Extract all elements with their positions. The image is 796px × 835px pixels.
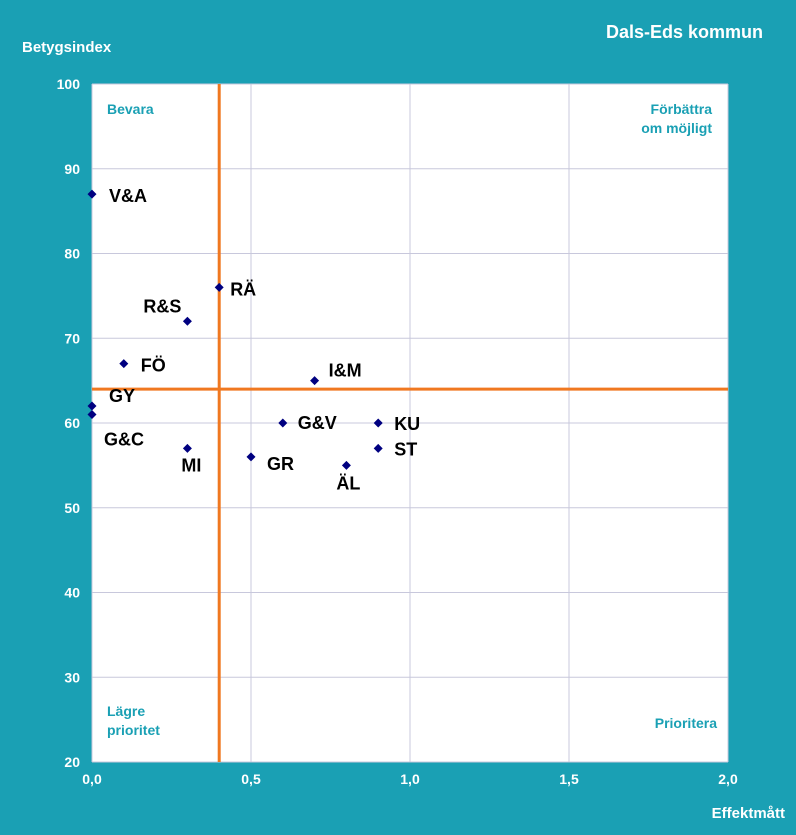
data-point-label: I&M bbox=[329, 361, 362, 381]
data-point bbox=[182, 316, 192, 326]
data-point bbox=[214, 282, 224, 292]
chart-title: Dals-Eds kommun bbox=[606, 22, 763, 42]
data-point-label: KU bbox=[394, 414, 420, 434]
data-point-label: G&C bbox=[104, 430, 144, 450]
x-tick-label: 0,5 bbox=[241, 771, 261, 787]
grid bbox=[91, 83, 729, 763]
axis-ticks: 20 30 40 50 60 70 80 90 100 0,0 0,5 1,0 1,5 2,0 bbox=[57, 76, 738, 787]
quadrant-label-top-right: om möjligt bbox=[641, 120, 712, 136]
x-tick-label: 0,0 bbox=[82, 771, 102, 787]
data-point-label: V&A bbox=[109, 186, 147, 206]
quadrant-label-top-left: Bevara bbox=[107, 101, 154, 117]
data-point bbox=[119, 359, 129, 369]
quadrant-labels: Bevara Förbättra om möjligt Lägre prioritet P… bbox=[107, 101, 717, 738]
data-point-label: MI bbox=[181, 455, 201, 475]
threshold-lines bbox=[92, 84, 728, 762]
y-tick-label: 100 bbox=[57, 76, 81, 92]
quadrant-label-bottom-left: Lägre bbox=[107, 703, 145, 719]
data-point bbox=[87, 189, 97, 199]
data-point bbox=[373, 418, 383, 428]
data-point-label: GR bbox=[267, 454, 294, 474]
data-point bbox=[373, 443, 383, 453]
y-axis-label: Betygsindex bbox=[22, 39, 112, 56]
data-point-label: R&S bbox=[143, 296, 181, 316]
data-point bbox=[246, 452, 256, 462]
data-point-label: GY bbox=[109, 386, 135, 406]
data-point-label: G&V bbox=[298, 413, 337, 433]
y-tick-label: 40 bbox=[64, 585, 80, 601]
data-point bbox=[310, 376, 320, 386]
data-point bbox=[341, 460, 351, 470]
data-point-label: ÄL bbox=[336, 473, 360, 493]
y-tick-label: 20 bbox=[64, 754, 80, 770]
y-tick-label: 80 bbox=[64, 246, 80, 262]
data-point-label: ST bbox=[394, 439, 417, 459]
x-tick-label: 2,0 bbox=[718, 771, 738, 787]
x-axis-label: Effektmått bbox=[712, 805, 785, 822]
x-tick-label: 1,0 bbox=[400, 771, 420, 787]
y-tick-label: 50 bbox=[64, 500, 80, 516]
data-point-label: RÄ bbox=[230, 279, 256, 299]
data-point bbox=[87, 410, 97, 420]
quadrant-label-bottom-right: Prioritera bbox=[655, 715, 717, 731]
quadrant-label-top-right: Förbättra bbox=[651, 101, 713, 117]
y-tick-label: 70 bbox=[64, 330, 80, 346]
data-points: V&A RÄ R&S FÖ I&M GY G&C G&V KU MI ST GR ÄL bbox=[87, 186, 420, 493]
data-point bbox=[278, 418, 288, 428]
data-point bbox=[87, 401, 97, 411]
data-point bbox=[182, 443, 192, 453]
y-tick-label: 30 bbox=[64, 669, 80, 685]
x-tick-label: 1,5 bbox=[559, 771, 579, 787]
y-tick-label: 90 bbox=[64, 161, 80, 177]
data-point-label: FÖ bbox=[141, 356, 166, 376]
y-tick-label: 60 bbox=[64, 415, 80, 431]
quadrant-label-bottom-left: prioritet bbox=[107, 722, 160, 738]
